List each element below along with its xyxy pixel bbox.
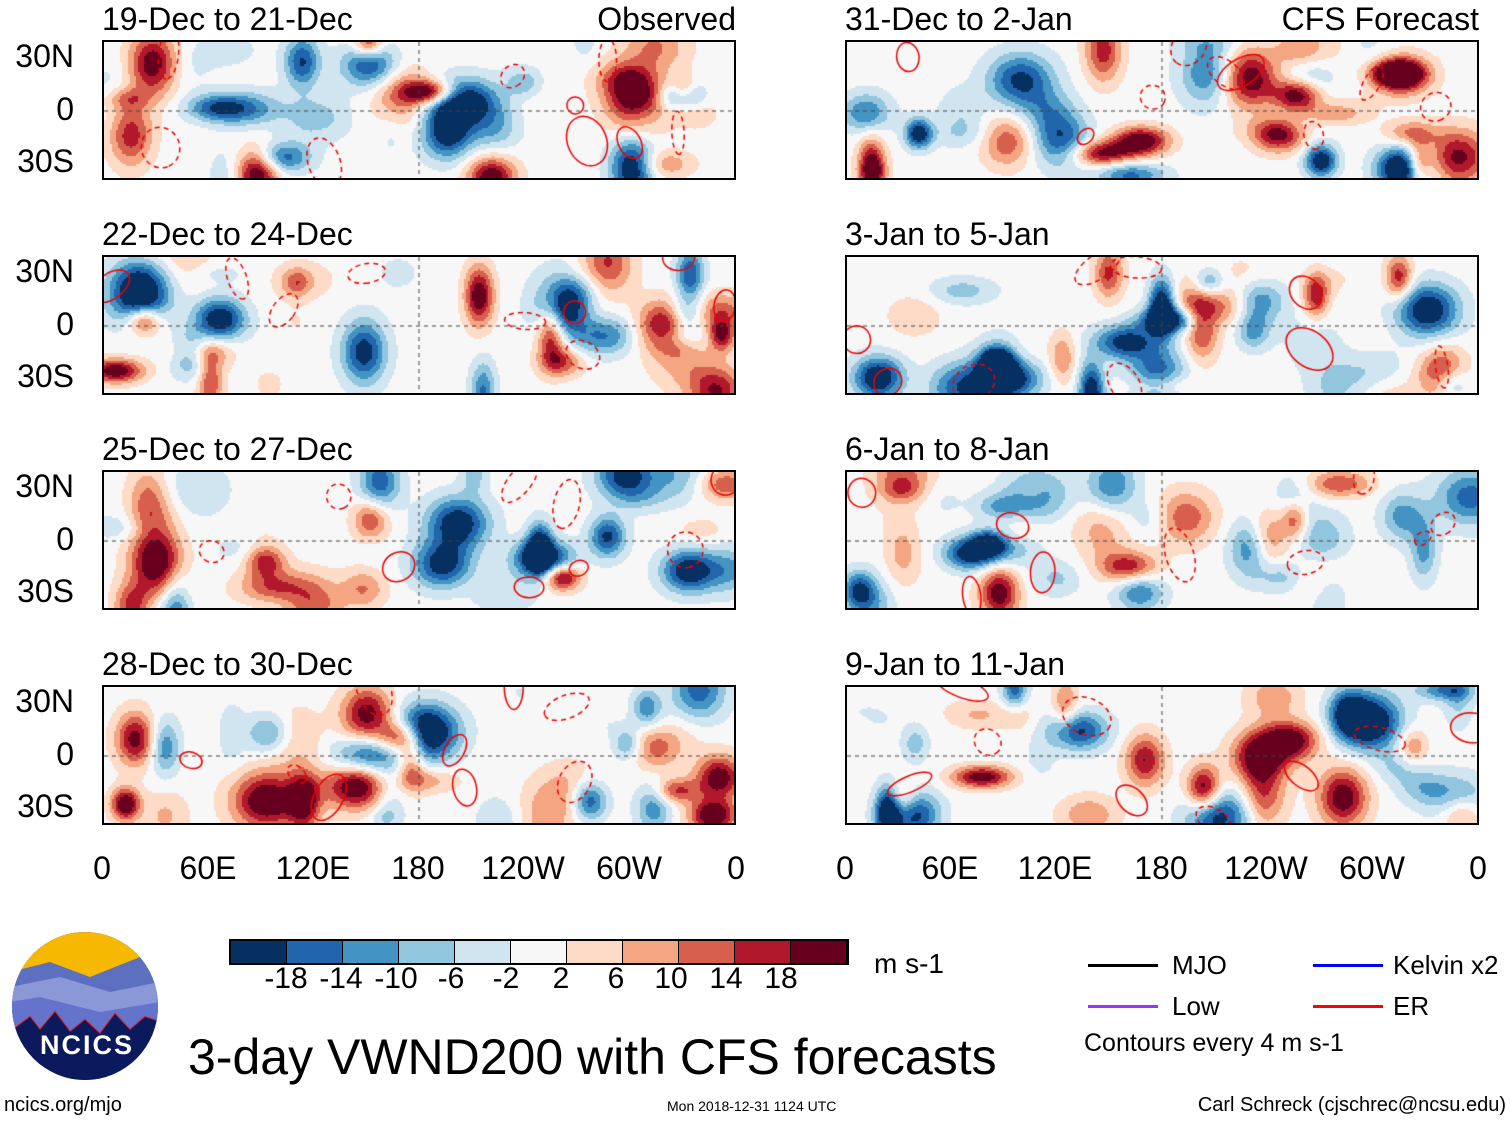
colorbar-label: 14 [709, 962, 743, 995]
legend-line-mjo [1088, 964, 1158, 967]
colorbar-swatch [567, 941, 623, 963]
lon-label: 120E [1017, 850, 1093, 886]
lon-label: 0 [93, 850, 111, 886]
observed-header: Observed [597, 1, 736, 37]
lat-label: 30N [15, 468, 74, 504]
colorbar-label: -14 [319, 962, 363, 995]
legend-label-low: Low [1172, 991, 1220, 1021]
colorbar-label: -2 [492, 962, 520, 995]
wind-field-map [847, 257, 1477, 393]
lat-label: 0 [56, 521, 74, 557]
colorbar-label: -6 [437, 962, 465, 995]
colorbar-units: m s-1 [874, 948, 944, 979]
map-panel [845, 255, 1479, 395]
lon-label: 120E [275, 850, 351, 886]
wind-field-map [104, 472, 734, 608]
lat-label: 0 [56, 736, 74, 772]
lat-label: 0 [56, 91, 74, 127]
wind-field-map [104, 42, 734, 178]
map-panel [845, 470, 1479, 610]
lat-label: 30S [17, 143, 74, 179]
wind-field-map [847, 687, 1477, 823]
colorbar-label: 2 [552, 962, 570, 995]
lon-label: 120W [481, 850, 565, 886]
legend-line-er [1313, 1005, 1383, 1008]
colorbar-swatch [511, 941, 567, 963]
contour-note: Contours every 4 m s-1 [1084, 1029, 1344, 1057]
lon-label: 60W [1339, 850, 1405, 886]
lon-label: 0 [836, 850, 854, 886]
svg-text:NCICS: NCICS [40, 1030, 134, 1060]
colorbar-swatch [343, 941, 399, 963]
lat-label: 30S [17, 573, 74, 609]
legend-label-mjo: MJO [1172, 950, 1227, 980]
colorbar-swatch [287, 941, 343, 963]
panel-title: 25-Dec to 27-Dec [102, 431, 353, 467]
map-panel [102, 255, 736, 395]
legend-label-kelvin: Kelvin x2 [1393, 950, 1499, 980]
ncics-logo: NCICS [12, 932, 158, 1080]
wind-field-map [104, 257, 734, 393]
colorbar-swatch [623, 941, 679, 963]
colorbar-swatch [399, 941, 455, 963]
colorbar-label: 6 [607, 962, 625, 995]
lon-label: 60E [921, 850, 979, 886]
legend-label-er: ER [1393, 991, 1430, 1021]
panel-title: 28-Dec to 30-Dec [102, 646, 353, 682]
wind-field-map [847, 472, 1477, 608]
lon-label: 0 [727, 850, 745, 886]
footer-url[interactable]: ncics.org/mjo [4, 1094, 122, 1116]
colorbar [229, 939, 849, 965]
lon-label: 180 [1134, 850, 1188, 886]
wind-field-map [104, 687, 734, 823]
figure-title: 3-day VWND200 with CFS forecasts [188, 1029, 997, 1085]
lon-label: 60W [596, 850, 662, 886]
lat-label: 30N [15, 38, 74, 74]
legend-line-kelvin [1313, 964, 1383, 967]
lon-label: 120W [1224, 850, 1308, 886]
legend-line-low [1088, 1005, 1158, 1008]
lon-label: 180 [391, 850, 445, 886]
panel-title: 19-Dec to 21-Dec [102, 1, 353, 37]
colorbar-label: 10 [654, 962, 688, 995]
map-panel [845, 40, 1479, 180]
panel-title: 3-Jan to 5-Jan [845, 216, 1050, 252]
lat-label: 30N [15, 253, 74, 289]
colorbar-swatch [791, 941, 847, 963]
colorbar-swatch [231, 941, 287, 963]
colorbar-label: -10 [374, 962, 418, 995]
panel-title: 9-Jan to 11-Jan [845, 646, 1065, 682]
panel-title: 31-Dec to 2-Jan [845, 1, 1073, 37]
map-panel [102, 685, 736, 825]
map-panel [845, 685, 1479, 825]
forecast-header: CFS Forecast [1281, 1, 1479, 37]
lat-label: 0 [56, 306, 74, 342]
panel-title: 6-Jan to 8-Jan [845, 431, 1050, 467]
lat-label: 30S [17, 788, 74, 824]
wind-field-map [847, 42, 1477, 178]
footer-timestamp: Mon 2018-12-31 1124 UTC [667, 1098, 837, 1114]
lon-label: 0 [1469, 850, 1487, 886]
lat-label: 30N [15, 683, 74, 719]
map-panel [102, 470, 736, 610]
lat-label: 30S [17, 358, 74, 394]
colorbar-label: -18 [264, 962, 308, 995]
colorbar-swatch [455, 941, 511, 963]
lon-label: 60E [179, 850, 237, 886]
footer-author: Carl Schreck (cjschrec@ncsu.edu) [1197, 1094, 1506, 1116]
colorbar-swatch [735, 941, 791, 963]
map-panel [102, 40, 736, 180]
colorbar-swatch [679, 941, 735, 963]
colorbar-label: 18 [764, 962, 798, 995]
panel-title: 22-Dec to 24-Dec [102, 216, 353, 252]
